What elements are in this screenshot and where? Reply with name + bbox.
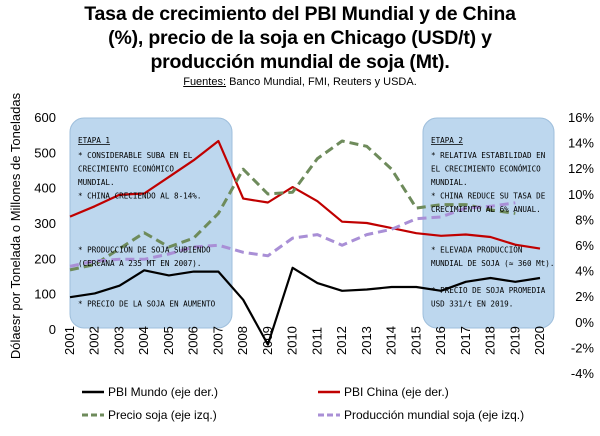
y2-tick-label: 12% bbox=[568, 161, 594, 176]
x-tick-label: 2003 bbox=[111, 326, 126, 355]
etapa-2-heading: ETAPA 2 bbox=[431, 136, 463, 145]
y2-tick-label: 10% bbox=[568, 187, 594, 202]
etapa-1-line: * PRODUCCIÓN DE SOJA SUBIENDO bbox=[78, 246, 211, 255]
x-tick-label: 2007 bbox=[210, 326, 225, 355]
etapa-1-line: CRECIMIENTO ECONÓMICO bbox=[78, 165, 174, 174]
etapa-2-line: EL CRECIMIENTO ECONÓMICO bbox=[431, 165, 541, 174]
etapa-2-panel bbox=[422, 117, 555, 329]
y2-tick-label: 16% bbox=[568, 110, 594, 125]
legend-label-3: Producción mundial soja (eje izq.) bbox=[344, 408, 524, 422]
y2-tick-label: -2% bbox=[571, 340, 595, 355]
etapa-2-line: MUNDIAL. bbox=[431, 178, 468, 187]
x-tick-label: 2017 bbox=[458, 326, 473, 355]
y-tick-label: 300 bbox=[34, 216, 56, 231]
etapa-2-line: * RELATIVA ESTABILIDAD EN bbox=[431, 151, 546, 160]
etapa-1-panel bbox=[69, 117, 233, 329]
x-tick-label: 2001 bbox=[62, 326, 77, 355]
x-tick-label: 2005 bbox=[161, 326, 176, 355]
etapa-1-heading: ETAPA 1 bbox=[78, 136, 110, 145]
x-tick-label: 2016 bbox=[433, 326, 448, 355]
legend-label-1: PBI China (eje der.) bbox=[344, 385, 449, 399]
y2-tick-label: 8% bbox=[575, 212, 594, 227]
y2-tick-label: 4% bbox=[575, 264, 594, 279]
x-tick-label: 2020 bbox=[532, 326, 547, 355]
x-tick-label: 2011 bbox=[309, 327, 324, 355]
x-tick-label: 2002 bbox=[87, 326, 102, 355]
y-tick-label: 600 bbox=[34, 110, 56, 125]
series-line-0 bbox=[69, 266, 541, 346]
sources-line: Fuentes: Banco Mundial, FMI, Reuters y U… bbox=[0, 76, 600, 88]
sources-text: Banco Mundial, FMI, Reuters y USDA. bbox=[226, 76, 417, 88]
y2-tick-label: 0% bbox=[575, 315, 594, 330]
y-axis-label: Dólaesr por Tonelada o Millones de Tonel… bbox=[8, 92, 23, 359]
x-tick-label: 2006 bbox=[186, 326, 201, 355]
legend-label-0: PBI Mundo (eje der.) bbox=[108, 385, 218, 399]
etapa-2-line: * PRECIO DE SOJA PROMEDIA bbox=[431, 286, 546, 295]
y-tick-label: 0 bbox=[49, 322, 56, 337]
sources-label: Fuentes: bbox=[183, 76, 227, 88]
etapa-2-line: USD 331/t EN 2019. bbox=[431, 300, 513, 309]
y2-tick-label: 6% bbox=[575, 238, 594, 253]
series-line-3 bbox=[69, 201, 516, 268]
etapa-2-line: * CHINA REDUCE SU TASA DE bbox=[431, 192, 546, 201]
etapa-1-line: MUNDIAL. bbox=[78, 178, 115, 187]
etapa-1-line: * PRECIO DE LA SOJA EN AUMENTO bbox=[78, 300, 216, 309]
x-tick-label: 2008 bbox=[235, 326, 250, 355]
chart-title: Tasa de crecimiento del PBI Mundial y de… bbox=[84, 3, 516, 73]
series-line-2 bbox=[69, 139, 516, 272]
legend-label-2: Precio soja (eje izq.) bbox=[108, 408, 217, 422]
x-tick-label: 2015 bbox=[408, 326, 423, 355]
etapa-1-line: (CERCANA A 235 MT EN 2007). bbox=[78, 259, 201, 268]
x-tick-label: 2019 bbox=[507, 326, 522, 355]
y-tick-label: 500 bbox=[34, 145, 56, 160]
chart-title-block: Tasa de crecimiento del PBI Mundial y de… bbox=[0, 2, 600, 88]
etapa-1-line: * CHINA CRECIENDO AL 8-14%. bbox=[78, 192, 201, 201]
y-tick-label: 400 bbox=[34, 181, 56, 196]
x-tick-label: 2013 bbox=[359, 326, 374, 355]
y2-tick-label: 2% bbox=[575, 289, 594, 304]
y-tick-label: 100 bbox=[34, 287, 56, 302]
x-tick-label: 2012 bbox=[334, 326, 349, 355]
etapa-2-line: CRECIMIENTO AL 6% ANUAL. bbox=[431, 205, 541, 214]
y-tick-label: 200 bbox=[34, 251, 56, 266]
y2-tick-label: 14% bbox=[568, 136, 594, 151]
series-line-1 bbox=[69, 139, 541, 250]
x-tick-label: 2014 bbox=[384, 326, 399, 355]
etapa-2-line: MUNDIAL DE SOJA (≈ 360 Mt). bbox=[431, 259, 554, 268]
etapa-1-line: * CONSIDERABLE SUBA EN EL bbox=[78, 151, 193, 160]
y2-tick-label: -4% bbox=[571, 366, 595, 381]
x-tick-label: 2010 bbox=[285, 326, 300, 355]
etapa-2-line: * ELEVADA PRODUCCIÓN bbox=[431, 246, 523, 255]
x-tick-label: 2018 bbox=[483, 326, 498, 355]
x-tick-label: 2004 bbox=[136, 326, 151, 355]
